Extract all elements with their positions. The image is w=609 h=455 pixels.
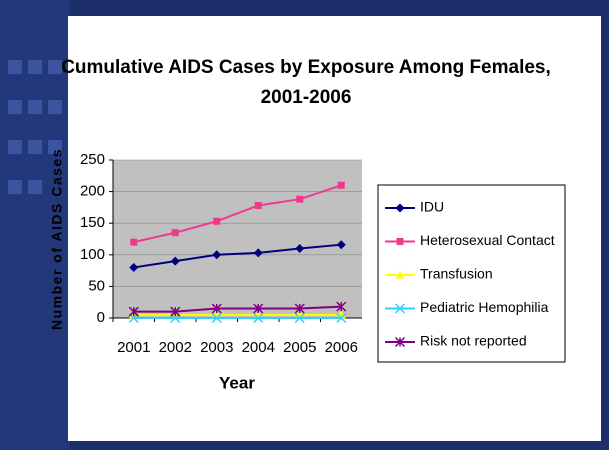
x-tick-label: 2006 — [325, 339, 358, 356]
data-point — [128, 306, 139, 317]
data-point — [295, 243, 305, 253]
y-axis-label: Number of AIDS Cases — [49, 148, 65, 330]
data-point — [336, 240, 346, 250]
legend-marker — [394, 336, 406, 348]
x-tick-label: 2003 — [200, 339, 233, 356]
chart-title: 2001-2006 — [261, 87, 352, 108]
data-point — [129, 262, 139, 272]
data-point — [253, 248, 263, 258]
series-line — [133, 243, 342, 269]
data-point — [253, 303, 264, 314]
data-point — [170, 306, 181, 317]
y-tick-label: 50 — [88, 277, 105, 294]
plot-area — [113, 160, 362, 318]
legend-label: Heterosexual Contact — [420, 232, 555, 248]
series-line — [133, 184, 342, 244]
legend-label: Pediatric Hemophilia — [420, 299, 549, 315]
data-point — [336, 301, 347, 312]
x-tick-label: 2004 — [242, 339, 275, 356]
data-point — [211, 303, 222, 314]
legend-label: IDU — [420, 199, 444, 215]
data-point — [171, 229, 179, 237]
data-point — [253, 312, 264, 324]
y-tick-label: 0 — [97, 309, 105, 326]
y-tick-label: 150 — [80, 214, 105, 231]
legend — [377, 184, 566, 363]
data-point — [336, 312, 347, 324]
data-point — [213, 217, 221, 225]
side-band — [0, 0, 70, 450]
x-tick-label: 2001 — [117, 339, 150, 356]
data-point — [294, 303, 305, 314]
data-point — [170, 256, 180, 266]
y-tick-label: 100 — [80, 246, 105, 263]
series-line — [133, 305, 342, 313]
legend-marker — [395, 203, 405, 213]
legend-marker — [395, 270, 405, 279]
data-point — [294, 312, 305, 324]
data-point — [211, 312, 222, 324]
y-tick-label: 200 — [80, 183, 105, 200]
data-point — [337, 181, 345, 189]
x-tick-label: 2005 — [283, 339, 316, 356]
legend-marker — [396, 238, 404, 245]
legend-label: Transfusion — [420, 266, 493, 282]
side-pattern — [8, 60, 62, 194]
chart-title: Cumulative AIDS Cases by Exposure Among … — [61, 57, 551, 78]
data-point — [130, 238, 138, 246]
x-tick-label: 2002 — [159, 339, 192, 356]
y-tick-label: 250 — [80, 151, 105, 168]
data-point — [254, 202, 262, 210]
legend-label: Risk not reported — [420, 333, 527, 349]
data-point — [296, 195, 304, 203]
x-axis-label: Year — [219, 373, 255, 392]
data-point — [212, 250, 222, 260]
legend-marker — [394, 303, 406, 314]
